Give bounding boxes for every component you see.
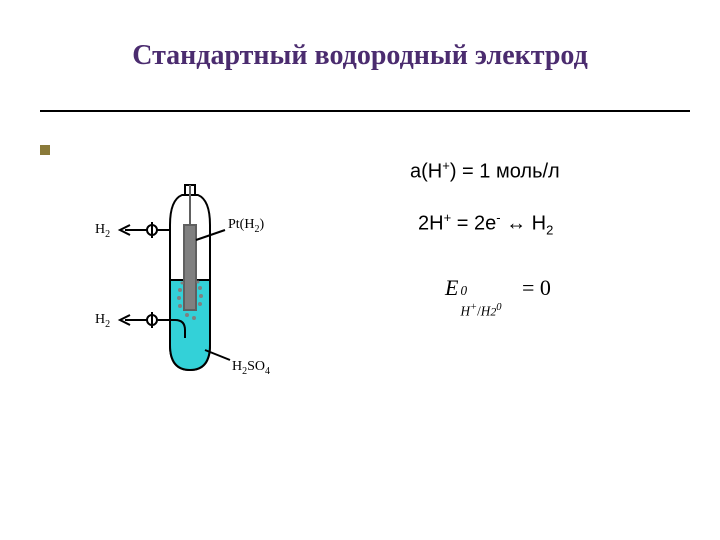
label-h2-out: H2 [95,222,110,240]
slide-title: Стандартный водородный электрод [0,40,720,72]
title-text: Стандартный водородный электрод [132,40,588,71]
title-underline [40,110,690,112]
label-h2-in: H2 [95,312,110,330]
equation-reaction: 2H+ = 2e- ↔ H2 [418,210,553,238]
electrode-diagram: H2 H2 Pt(H2) H2SO4 [90,170,310,390]
equation-activity: a(H+) = 1 моль/л [410,158,560,184]
apparatus-svg: H2 H2 Pt(H2) H2SO4 [90,170,310,390]
equation-potential: E0H+/H20 = 0 [445,275,551,301]
label-pt: Pt(H2) [228,217,264,235]
label-acid: H2SO4 [232,359,270,377]
bullet-marker [40,145,50,155]
